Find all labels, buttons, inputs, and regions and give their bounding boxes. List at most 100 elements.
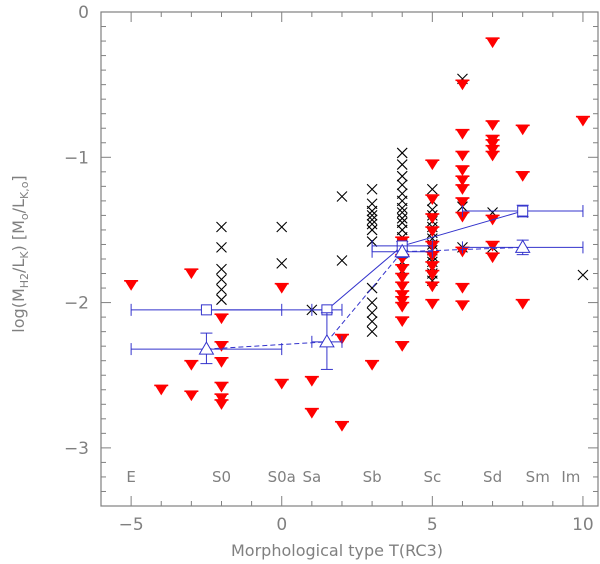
upper-limit-marker [304, 375, 319, 387]
upper-limit-arrow [426, 262, 439, 272]
y-tick-label: −2 [64, 294, 89, 314]
upper-limit-marker [455, 128, 470, 140]
detection-cross [366, 326, 378, 338]
detection-cross [366, 297, 378, 308]
upper-limit-arrow [577, 117, 589, 127]
detection-cross [366, 218, 378, 230]
upper-limit-arrow [305, 377, 318, 387]
detection-cross [276, 221, 288, 233]
plot-frame [100, 11, 599, 507]
upper-limit-arrow [456, 301, 469, 312]
detection-cross [577, 269, 589, 281]
type-label-im: Im [561, 468, 580, 486]
upper-limit-arrow [396, 274, 409, 284]
upper-limit-marker [575, 115, 590, 127]
upper-limit-arrow [215, 394, 228, 405]
detection-cross [336, 191, 348, 202]
upper-limit-arrow [516, 172, 529, 182]
upper-limit-marker [214, 341, 229, 352]
upper-limit-arrow [185, 391, 198, 402]
upper-limit-arrow [396, 291, 409, 301]
upper-limit-arrow [396, 297, 409, 307]
type-label-e: E [126, 468, 135, 486]
y-axis-label: log(MH2/LK) [Mo/LK,o] [9, 175, 31, 332]
upper-limit-marker [485, 37, 500, 49]
x-tick-label: 10 [572, 515, 594, 535]
upper-limit-marker [485, 252, 500, 264]
detection-cross [276, 257, 288, 269]
upper-limit-marker [124, 279, 139, 291]
upper-limit-marker [425, 159, 440, 171]
upper-limit-marker [395, 341, 410, 352]
series-mean_detections [130, 204, 584, 316]
upper-limit-arrow [516, 300, 529, 310]
upper-limit-marker [485, 139, 500, 150]
ylabel-post: ) [M [9, 220, 28, 251]
upper-limit-arrow [456, 151, 469, 162]
upper-limit-marker [425, 269, 440, 281]
upper-limit-marker [455, 165, 470, 176]
upper-limit-marker [304, 407, 319, 419]
ylabel-sub2: K [18, 251, 31, 259]
detection-cross [396, 170, 408, 182]
upper-limit-marker [425, 281, 440, 293]
detection-cross [396, 147, 408, 159]
type-label-sm: Sm [526, 468, 550, 486]
morphological-type-labels: E S0 S0a Sa Sb Sc Sd Sm Im [126, 468, 580, 486]
upper-limit-marker [214, 381, 229, 393]
upper-limit-marker [455, 282, 470, 294]
type-label-s0: S0 [212, 468, 231, 486]
x-tick-label: 0 [276, 515, 287, 535]
upper-limit-arrow [396, 282, 409, 293]
mean-square-marker [200, 304, 212, 316]
detection-cross [366, 183, 378, 195]
upper-limit-arrow [486, 253, 499, 264]
ylabel-mid: /L [9, 259, 28, 273]
upper-limit-arrow [396, 265, 409, 275]
upper-limit-marker [395, 316, 410, 328]
upper-limit-marker [485, 144, 500, 156]
series-line [206, 210, 523, 311]
upper-limit-arrow [215, 358, 228, 368]
upper-limit-arrow [516, 125, 529, 136]
upper-limit-marker [455, 197, 470, 208]
detection-cross [396, 159, 408, 170]
ylabel-end: ] [9, 175, 28, 181]
detection-cross [366, 210, 378, 221]
upper-limit-arrow [456, 80, 469, 91]
upper-limit-arrow [486, 140, 499, 150]
upper-limit-marker [395, 290, 410, 301]
upper-limit-arrow [426, 282, 439, 293]
upper-limit-arrow [155, 385, 168, 396]
upper-limit-marker [425, 298, 440, 310]
upper-limit-marker [455, 175, 470, 187]
upper-limit-arrow [426, 227, 439, 237]
upper-limit-marker [425, 194, 440, 206]
upper-limit-marker [365, 359, 380, 371]
upper-limit-marker [214, 393, 229, 405]
upper-limit-arrow [426, 271, 439, 281]
mean-series [130, 204, 584, 370]
upper-limit-marker [184, 390, 199, 402]
type-label-sd: Sd [483, 468, 502, 486]
ylabel-pre: log(M [9, 288, 28, 332]
upper-limit-marker [214, 356, 229, 368]
upper-limit-arrow [396, 303, 409, 313]
detection-cross [216, 263, 227, 275]
upper-limit-arrow [456, 176, 469, 187]
detection-cross [396, 212, 408, 224]
upper-limit-marker [425, 226, 440, 237]
detection-cross [336, 255, 348, 266]
upper-limit-points [124, 37, 590, 432]
upper-limit-arrow [185, 361, 198, 371]
ylabel-sub1: H2 [18, 273, 31, 288]
upper-limit-arrow [336, 422, 348, 432]
mean-triangle-marker [198, 341, 215, 355]
upper-limit-arrow [456, 166, 469, 176]
x-axis-label: Morphological type T(RC3) [231, 541, 443, 560]
upper-limit-arrow [486, 121, 499, 131]
upper-limit-arrow [486, 146, 499, 156]
upper-limit-marker [515, 124, 530, 136]
y-tick-label: −3 [64, 439, 89, 459]
